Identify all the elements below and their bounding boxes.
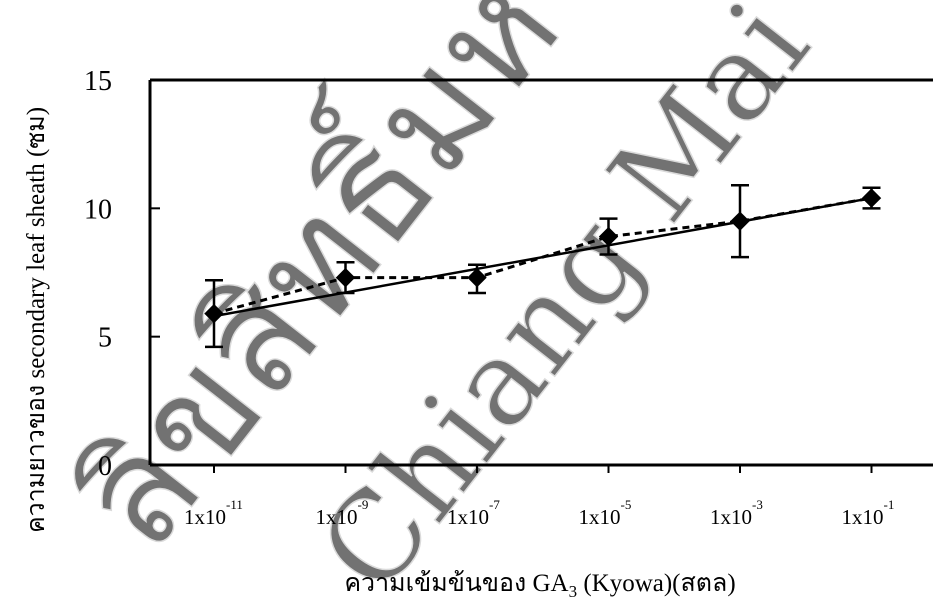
x-tick-label-exponent: -11	[226, 497, 243, 512]
series-line-dashed	[213, 196, 872, 316]
data-point-diamond	[335, 267, 356, 288]
x-tick-label-base: 1x10	[316, 505, 358, 529]
y-tick-label: 15	[84, 66, 112, 97]
x-axis-label-prefix: ความเข้มข้นของ GA	[344, 570, 568, 597]
x-tick-label-exponent: -1	[884, 497, 895, 512]
x-tick-label: 1x10-3	[710, 497, 763, 529]
x-tick-label-base: 1x10	[184, 505, 226, 529]
x-tick-label: 1x10-5	[579, 497, 632, 529]
x-tick-label: 1x10-7	[447, 497, 500, 529]
data-point-diamond	[861, 188, 882, 208]
y-tick-label: 0	[98, 451, 112, 482]
x-tick-label-base: 1x10	[842, 505, 884, 529]
x-tick-label-exponent: -7	[489, 497, 500, 512]
x-tick-label-base: 1x10	[579, 505, 621, 529]
x-tick-label-exponent: -9	[358, 497, 369, 512]
y-axis-ticks: 0 5 10 15	[84, 66, 160, 482]
x-tick-label-exponent: -5	[621, 497, 632, 512]
y-axis-label: ความยาวของ secondary leaf sheath (ซม)	[23, 107, 50, 533]
data-point-diamond	[204, 303, 224, 324]
x-tick-label-base: 1x10	[447, 505, 489, 529]
data-point-diamond	[467, 267, 487, 288]
x-axis-label-subscript: 3	[569, 582, 578, 601]
x-axis-label: ความเข้มข้นของ GA3 (Kyowa)(สตล)	[344, 570, 735, 601]
x-tick-label: 1x10-9	[316, 497, 369, 529]
x-tick-label-base: 1x10	[710, 505, 752, 529]
y-tick-label: 5	[98, 323, 112, 354]
y-tick-label: 10	[84, 194, 112, 225]
x-axis-label-suffix: (Kyowa)(สตล)	[577, 570, 736, 597]
markers-layer	[204, 188, 882, 324]
plot-area	[148, 78, 933, 467]
data-point-diamond	[598, 226, 619, 247]
series-layer	[213, 196, 872, 316]
x-tick-label: 1x10-11	[184, 497, 243, 529]
data-point-diamond	[730, 211, 750, 231]
x-tick-label-exponent: -3	[752, 497, 763, 512]
x-tick-label: 1x10-1	[842, 497, 895, 529]
